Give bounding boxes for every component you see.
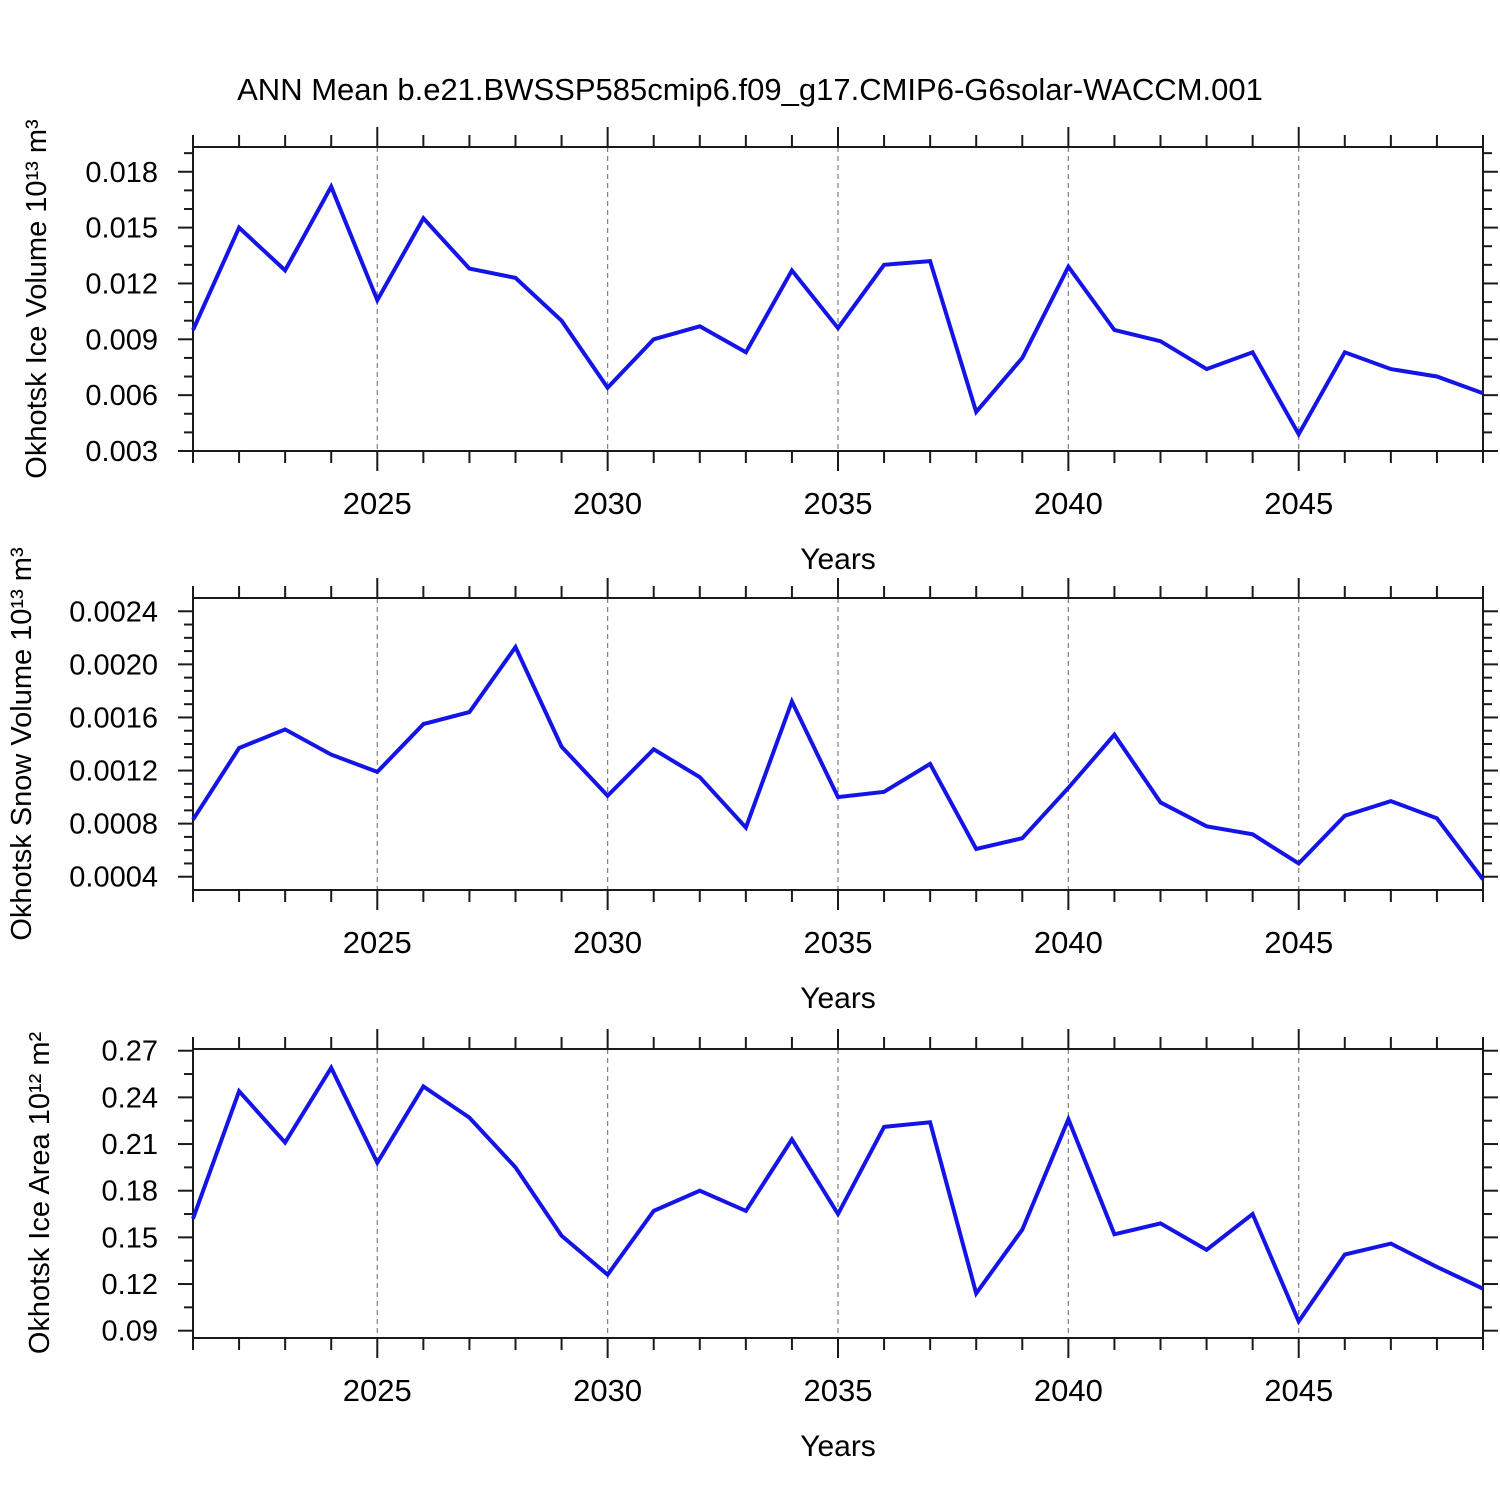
x-tick-label: 2030 — [573, 486, 642, 521]
data-line — [191, 182, 1484, 439]
y-tick-label: 0.018 — [85, 157, 158, 189]
x-tick-label: 2025 — [343, 486, 412, 521]
y-tick-label: 0.0020 — [69, 649, 158, 681]
y-tick-label: 0.006 — [85, 380, 158, 412]
x-tick-label: 2030 — [573, 1373, 642, 1408]
x-tick-label: 2045 — [1264, 486, 1333, 521]
y-tick-label: 0.12 — [102, 1269, 158, 1301]
x-axis-title-years-2: Years — [800, 982, 876, 1015]
y-tick-label: 0.009 — [85, 324, 158, 356]
y-tick-label: 0.18 — [102, 1176, 158, 1208]
y-tick-label: 0.0024 — [69, 596, 158, 628]
y-tick-label: 0.0012 — [69, 756, 158, 788]
plot-frame — [192, 1048, 1484, 1339]
data-line — [191, 1063, 1484, 1326]
plot-frame — [192, 146, 1484, 452]
x-axis-title-years-1: Years — [800, 543, 876, 576]
y-tick-label: 0.0008 — [69, 809, 158, 841]
y-tick-label: 0.09 — [102, 1316, 158, 1348]
y-tick-label: 0.27 — [102, 1036, 158, 1068]
y-tick-label: 0.012 — [85, 268, 158, 300]
plot-frame — [192, 597, 1484, 891]
panel-1: 2025 2030 2035 2040 2045 0.0004 0.0008 0.0012 0.… — [69, 578, 1498, 960]
x-tick-label: 2045 — [1264, 1373, 1333, 1408]
panel-0: 2025 2030 2035 2040 2045 0.003 0.006 0.009 0.012… — [85, 127, 1498, 521]
x-axis-title-years-3: Years — [800, 1430, 876, 1463]
x-tick-label: 2040 — [1034, 1373, 1103, 1408]
x-tick-label: 2040 — [1034, 486, 1103, 521]
x-tick-label: 2035 — [804, 486, 873, 521]
y-tick-label: 0.015 — [85, 213, 158, 245]
x-tick-label: 2045 — [1264, 925, 1333, 960]
y-tick-label: 0.0016 — [69, 702, 158, 734]
x-tick-label: 2025 — [343, 1373, 412, 1408]
y-tick-label: 0.003 — [85, 436, 158, 468]
y-tick-label: 0.21 — [102, 1129, 158, 1161]
y-tick-label: 0.0004 — [69, 862, 158, 894]
x-tick-label: 2035 — [804, 925, 873, 960]
panel-2: 2025 2030 2035 2040 2045 0.09 0.12 0.15 0.18 0.21… — [102, 1029, 1498, 1408]
data-line — [191, 643, 1485, 881]
chart-title: ANN Mean b.e21.BWSSP585cmip6.f09_g17.CMI… — [237, 72, 1263, 107]
y-tick-label: 0.15 — [102, 1222, 158, 1254]
x-tick-label: 2025 — [343, 925, 412, 960]
x-tick-label: 2035 — [804, 1373, 873, 1408]
y-tick-label: 0.24 — [102, 1082, 158, 1114]
x-tick-label: 2040 — [1034, 925, 1103, 960]
x-tick-label: 2030 — [573, 925, 642, 960]
